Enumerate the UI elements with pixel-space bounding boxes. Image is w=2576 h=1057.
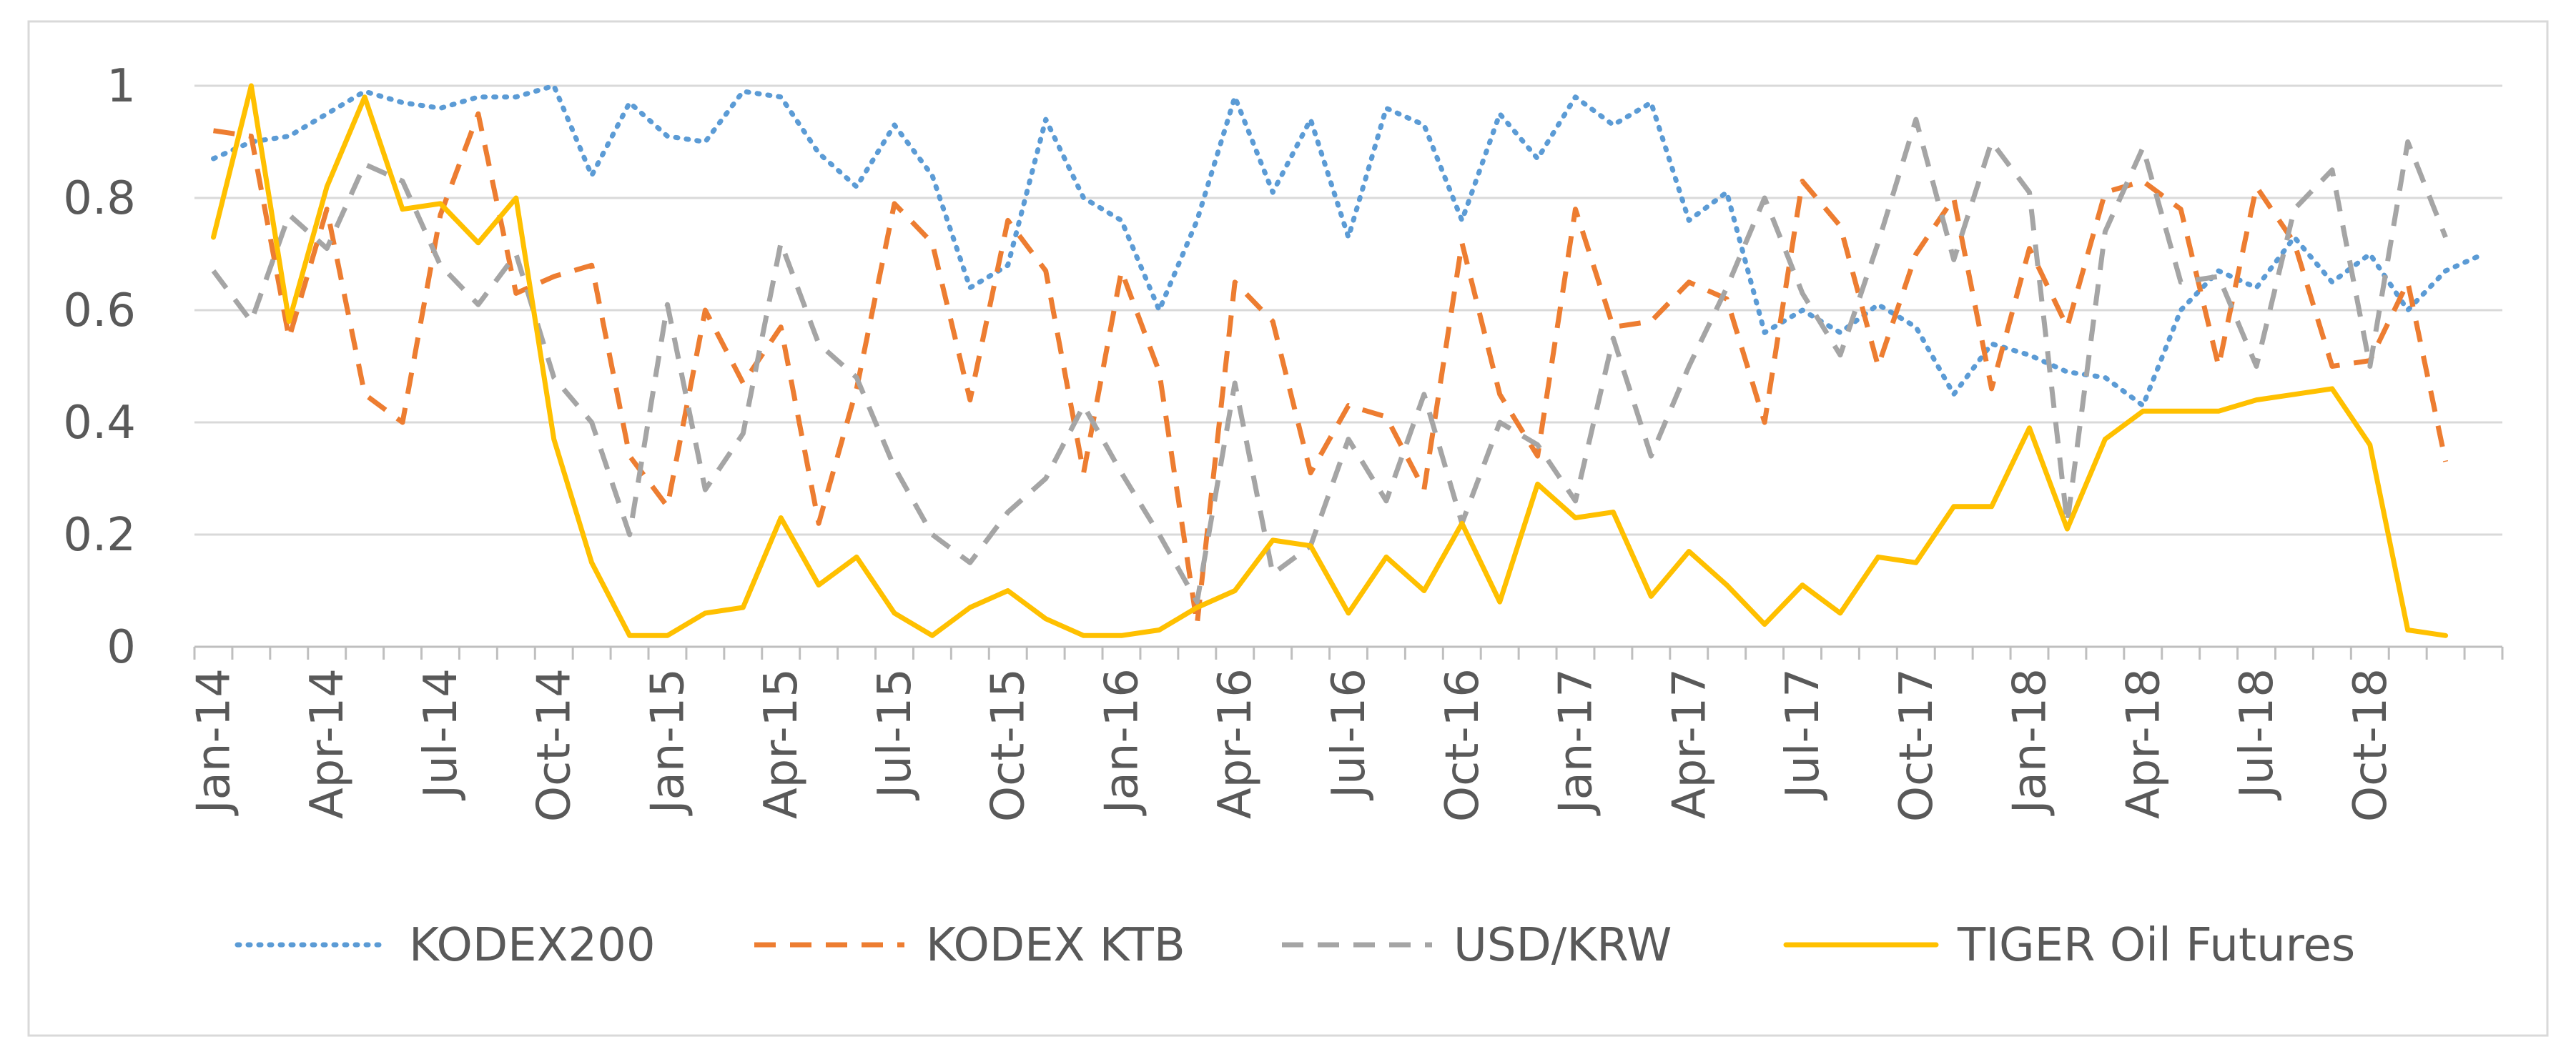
x-tick-label: Oct-15 [982, 668, 1035, 822]
x-tick-label: Jan-16 [1095, 668, 1148, 816]
x-tick-label: Jan-15 [641, 668, 694, 816]
y-tick-label: 0.8 [63, 172, 136, 225]
legend-label: KODEX200 [409, 919, 656, 972]
x-tick-label: Jan-18 [2004, 668, 2057, 816]
series-lines [211, 83, 2486, 638]
x-tick-label: Oct-16 [1436, 668, 1489, 822]
legend: KODEX200 KODEX KTB USD/KRW TIGER Oil Future… [235, 919, 2355, 972]
x-tick-label: Jan-14 [187, 668, 240, 816]
x-tick-label: Apr-14 [301, 668, 354, 819]
series-line-usd-krw [211, 116, 2448, 605]
y-tick-label: 0.6 [63, 284, 136, 337]
x-tick-label: Oct-18 [2344, 668, 2397, 822]
x-tick-label: Jul-15 [869, 668, 922, 801]
y-tick-label: 0.4 [63, 397, 136, 450]
series-line-kodex200 [211, 83, 2486, 408]
y-tick-label: 0.2 [63, 509, 136, 562]
legend-item: USD/KRW [1282, 919, 1672, 972]
x-tick-label: Jul-17 [1777, 668, 1830, 801]
x-tick-label: Apr-16 [1209, 668, 1262, 819]
x-tick-label: Jul-16 [1323, 668, 1376, 801]
x-tick-label: Jul-18 [2231, 668, 2284, 801]
y-tick-label: 0 [107, 621, 136, 674]
x-tick-label: Apr-17 [1663, 668, 1716, 819]
x-tick-label: Jan-17 [1550, 668, 1603, 816]
legend-label: KODEX KTB [926, 919, 1185, 972]
legend-label: USD/KRW [1454, 919, 1672, 972]
legend-label: TIGER Oil Futures [1957, 919, 2355, 972]
x-tick-label: Apr-18 [2117, 668, 2170, 819]
legend-item: TIGER Oil Futures [1783, 919, 2355, 972]
x-tick-label: Apr-15 [755, 668, 808, 819]
axes: 0 0.2 0.4 0.6 0.8 1 Jan-14 Apr-14 Jul-14 Oct-14 Ja… [63, 60, 2504, 822]
x-tick-label: Oct-14 [528, 668, 581, 822]
chart-border [27, 20, 2549, 1037]
legend-item: KODEX KTB [754, 919, 1185, 972]
series-line-kodex-ktb [212, 111, 2449, 627]
series-line-tiger-oil-futures [211, 83, 2449, 638]
x-tick-label: Oct-17 [1890, 668, 1943, 822]
legend-item: KODEX200 [235, 919, 656, 972]
x-tick-label: Jul-14 [415, 668, 468, 801]
y-tick-label: 1 [107, 60, 136, 113]
